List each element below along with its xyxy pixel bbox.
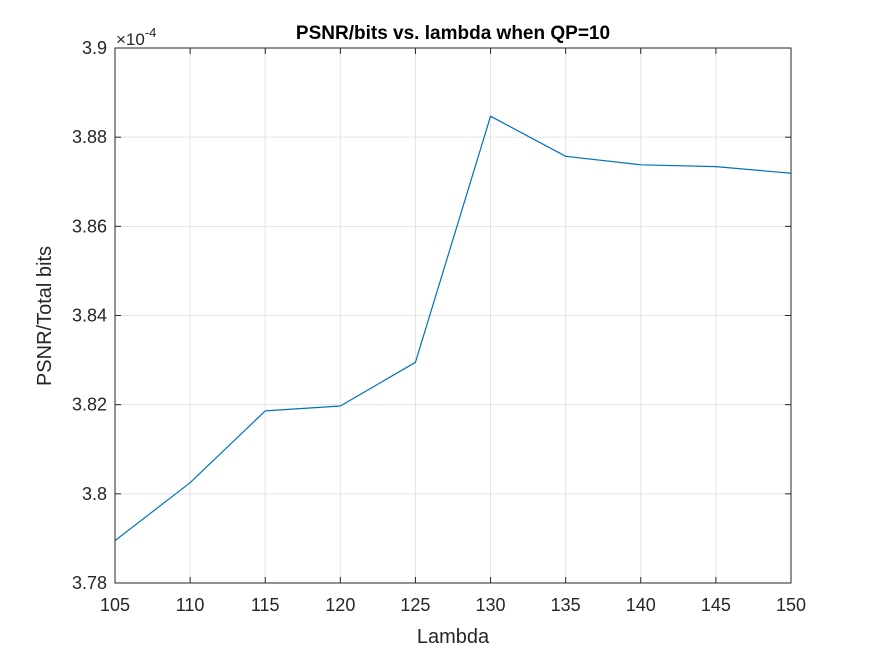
y-tick-label: 3.8 <box>82 484 107 504</box>
y-axis-exponent: ×10-4 <box>116 25 156 49</box>
x-tick-label: 105 <box>100 595 130 615</box>
y-axis-exponent-base: ×10 <box>116 30 145 49</box>
x-tick-label: 140 <box>626 595 656 615</box>
x-tick-label: 115 <box>251 595 280 615</box>
y-tick-label: 3.86 <box>72 216 107 236</box>
y-tick-label: 3.88 <box>72 127 107 147</box>
series-layer <box>114 115 792 542</box>
x-tick-label: 135 <box>551 595 581 615</box>
y-tick-label: 3.84 <box>72 306 107 326</box>
x-tick-label: 120 <box>325 595 355 615</box>
y-tick-label: 3.9 <box>82 38 107 58</box>
y-tick-label: 3.82 <box>72 395 107 415</box>
y-tick-label: 3.78 <box>72 573 107 593</box>
chart-title: PSNR/bits vs. lambda when QP=10 <box>296 23 610 44</box>
x-tick-label: 145 <box>701 595 731 615</box>
x-tick-label: 130 <box>476 595 506 615</box>
tick-layer: 105 110 115 120 125 130 135 140 145 150 3.78 3.8 3.8… <box>72 38 806 615</box>
x-tick-label: 110 <box>176 595 205 615</box>
series-line-0 <box>114 115 792 542</box>
grid-layer <box>114 47 792 584</box>
y-axis-label: PSNR/Total bits <box>34 246 56 386</box>
x-tick-label: 150 <box>776 595 806 615</box>
x-axis-label: Lambda <box>417 626 490 648</box>
y-axis-exponent-power: -4 <box>145 25 157 40</box>
x-tick-label: 125 <box>400 595 430 615</box>
